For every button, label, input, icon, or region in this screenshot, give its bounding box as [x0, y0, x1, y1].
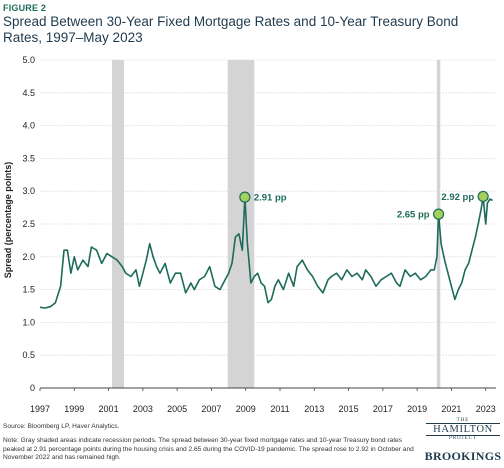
hamilton-logo-name: HAMILTON [426, 423, 500, 436]
x-tick-label: 2023 [476, 404, 496, 414]
x-tick-label: 2011 [270, 404, 289, 414]
y-tick-label: 3.0 [22, 186, 35, 196]
x-tick-label: 2009 [236, 404, 256, 414]
x-tick-label: 2003 [133, 404, 153, 414]
y-tick-label: 2.5 [22, 219, 35, 229]
x-tick-label: 2005 [167, 404, 187, 414]
x-tick-label: 2017 [373, 404, 393, 414]
peak-marker [432, 208, 445, 220]
y-tick-label: 4.0 [22, 121, 35, 131]
hamilton-project-logo: THE HAMILTON PROJECT [426, 418, 500, 441]
x-tick-label: 1997 [30, 404, 50, 414]
spread-series-line [39, 195, 493, 309]
x-tick-label: 2021 [441, 404, 461, 414]
y-tick-label: 3.5 [22, 153, 35, 163]
x-axis-ticks: 1997 1999 2001 2003 2005 2007 2009 2011 2013 2015… [30, 388, 496, 414]
x-tick-label: 2019 [407, 404, 427, 414]
y-tick-label: 1.0 [22, 317, 35, 327]
y-tick-label: 0.5 [22, 350, 35, 360]
peak-marker [239, 191, 251, 203]
peak-annotations: 2.91 pp 2.65 pp 2.92 pp [239, 190, 489, 221]
peak-label: 2.92 pp [441, 192, 474, 203]
source-note: Source: Bloomberg LP, Haver Analytics. [3, 423, 120, 430]
y-tick-label: 1.5 [22, 285, 35, 295]
y-tick-label: 0 [30, 383, 35, 393]
x-tick-label: 2015 [339, 404, 359, 414]
x-tick-label: 2001 [99, 404, 119, 414]
y-axis-ticks: 0 0.5 1.0 1.5 2.0 2.5 3.0 3.5 4.0 4.5 5.0 [22, 55, 35, 393]
line-chart: 0 0.5 1.0 1.5 2.0 2.5 3.0 3.5 4.0 4.5 5.0 1997 1999… [3, 55, 496, 414]
x-tick-label: 1999 [64, 404, 84, 414]
peak-marker [477, 190, 489, 203]
brookings-logo: BROOKINGS [424, 449, 502, 463]
y-tick-label: 2.0 [22, 252, 35, 262]
hamilton-logo-project: PROJECT [448, 436, 478, 441]
peak-label: 2.91 pp [254, 193, 287, 204]
y-tick-label: 4.5 [22, 88, 35, 98]
y-tick-label: 5.0 [22, 55, 35, 65]
figure-label: FIGURE 2 [3, 3, 47, 13]
peak-label: 2.65 pp [397, 210, 430, 221]
footnote: Note: Gray shaded areas indicate recessi… [3, 437, 414, 462]
x-tick-label: 2013 [304, 404, 324, 414]
hamilton-logo-the: THE [456, 418, 470, 423]
gridlines [40, 59, 496, 389]
y-axis-label: Spread (percentage points) [3, 162, 13, 279]
x-tick-label: 2007 [201, 404, 221, 414]
chart-title: Spread Between 30-Year Fixed Mortgage Ra… [3, 14, 459, 45]
